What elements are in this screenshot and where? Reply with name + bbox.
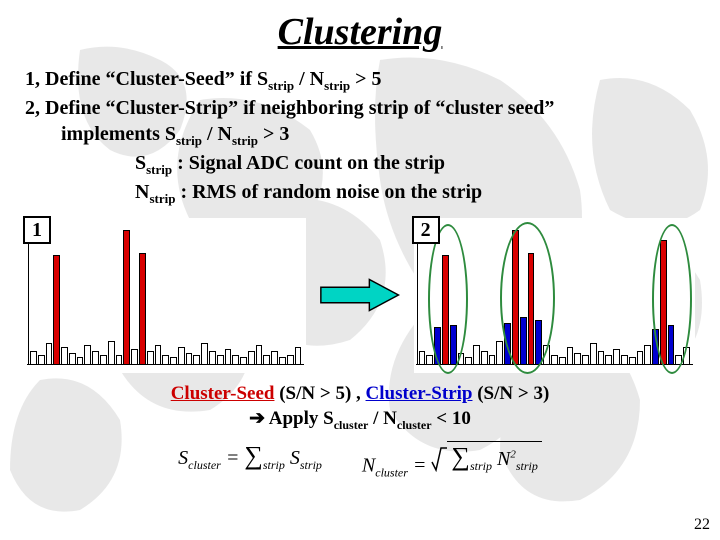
bar: [551, 355, 558, 365]
bar: [637, 351, 644, 365]
bar: [652, 329, 659, 365]
bar: [217, 355, 224, 365]
bar: [256, 345, 263, 365]
bar: [543, 345, 550, 365]
arrow-icon: [316, 275, 403, 315]
bar: [590, 343, 597, 365]
def-line-1: 1, Define “Cluster-Seed” if Sstrip / Nst…: [25, 66, 695, 95]
bar: [567, 347, 574, 365]
bar: [271, 351, 278, 365]
bar: [473, 345, 480, 365]
bar: [504, 323, 511, 365]
bar: [426, 355, 433, 365]
formula-row: Scluster = ∑strip Sstrip Ncluster = ∑str…: [25, 441, 695, 481]
def-line-4: Sstrip : Signal ADC count on the strip: [25, 150, 695, 179]
bar: [660, 240, 667, 365]
bar: [644, 345, 651, 365]
bar: [434, 327, 441, 365]
bar: [528, 253, 535, 365]
bar: [131, 349, 138, 365]
bar: [225, 349, 232, 365]
bar: [629, 357, 636, 365]
chart-1-bars: [30, 225, 301, 365]
bar: [155, 345, 162, 365]
chart-1: 1: [25, 218, 306, 373]
bar: [450, 325, 457, 365]
bar: [481, 351, 488, 365]
def-line-5: Nstrip : RMS of random noise on the stri…: [25, 179, 695, 208]
bar: [535, 320, 542, 365]
bar: [598, 351, 605, 365]
bar: [193, 355, 200, 365]
bar: [419, 351, 426, 365]
bar: [147, 351, 154, 365]
bar: [496, 341, 503, 365]
formula-s: Scluster = ∑strip Sstrip: [178, 441, 322, 481]
bar: [520, 317, 527, 365]
bar: [84, 345, 91, 365]
bar: [77, 357, 84, 365]
bar: [209, 351, 216, 365]
bar: [458, 353, 465, 365]
bar: [201, 343, 208, 365]
chart-2-label: 2: [412, 216, 440, 244]
bar: [287, 355, 294, 365]
definitions-block: 1, Define “Cluster-Seed” if Sstrip / Nst…: [25, 66, 695, 208]
chart-2: 2: [414, 218, 695, 373]
bar: [248, 351, 255, 365]
bar: [263, 355, 270, 365]
bar: [92, 351, 99, 365]
bar: [116, 355, 123, 365]
bar: [61, 347, 68, 365]
bar: [170, 357, 177, 365]
bar: [69, 353, 76, 365]
bar: [232, 355, 239, 365]
bar: [295, 347, 302, 365]
bar: [53, 255, 60, 365]
bar: [465, 357, 472, 365]
bar: [108, 341, 115, 365]
formula-n: Ncluster = ∑strip N2strip: [362, 441, 542, 481]
bar: [38, 355, 45, 365]
bar: [178, 347, 185, 365]
bar: [46, 343, 53, 365]
bar: [683, 347, 690, 365]
bar: [574, 353, 581, 365]
bar: [123, 230, 130, 365]
bar: [512, 230, 519, 365]
bar: [613, 349, 620, 365]
cluster-seed-label: Cluster-Seed: [171, 383, 275, 404]
bar: [162, 355, 169, 365]
chart-2-bars: [419, 225, 690, 365]
def-line-2: 2, Define “Cluster-Strip” if neighboring…: [25, 95, 695, 121]
slide-content: Clustering 1, Define “Cluster-Seed” if S…: [0, 0, 720, 481]
bar: [668, 325, 675, 365]
bar: [279, 357, 286, 365]
sqrt-icon: [431, 444, 447, 472]
chart-1-label: 1: [23, 216, 51, 244]
def-line-3: implements Sstrip / Nstrip > 3: [25, 121, 695, 150]
slide-title: Clustering: [25, 10, 695, 54]
bar: [139, 253, 146, 365]
page-number: 22: [694, 516, 710, 534]
charts-row: 1 2: [25, 218, 695, 373]
cluster-strip-label: Cluster-Strip: [366, 383, 473, 404]
bar: [605, 355, 612, 365]
bar: [675, 355, 682, 365]
bar: [30, 351, 37, 365]
bar: [559, 357, 566, 365]
bar: [240, 357, 247, 365]
bar: [621, 355, 628, 365]
bar: [442, 255, 449, 365]
bar: [186, 353, 193, 365]
bottom-summary: Cluster-Seed (S/N > 5) , Cluster-Strip (…: [25, 381, 695, 434]
bar: [489, 355, 496, 365]
bar: [100, 355, 107, 365]
bar: [582, 355, 589, 365]
